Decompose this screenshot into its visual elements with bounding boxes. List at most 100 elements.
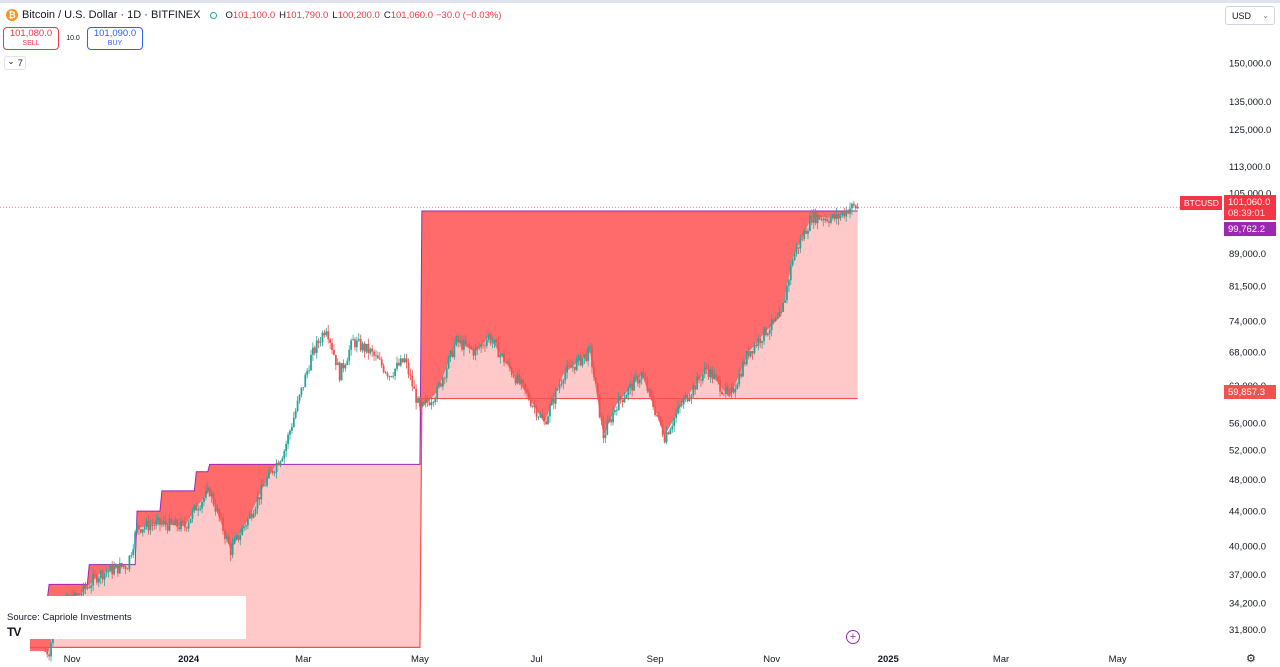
candle-body [801, 238, 804, 240]
currency-select[interactable]: USD ⌄ [1225, 6, 1275, 25]
candle-body [759, 338, 762, 344]
candle-body [547, 416, 549, 425]
candle-body [139, 529, 142, 533]
candle-body [428, 402, 431, 406]
candle-body [138, 525, 140, 530]
candle-body [99, 570, 102, 579]
candle-body [271, 470, 274, 474]
candle-body [528, 392, 530, 400]
time-axis-label: Mar [993, 654, 1009, 665]
candle-body [447, 356, 450, 369]
candle-body [453, 345, 456, 357]
candle-body [329, 339, 332, 344]
candle-body [317, 340, 320, 343]
candle-body [342, 363, 345, 369]
buy-button[interactable]: 101,090.0 BUY [87, 27, 143, 50]
candle-body [352, 339, 354, 341]
price-axis-label: 48,000.0 [1229, 475, 1266, 486]
candle-body [688, 398, 691, 402]
candle-body [308, 370, 310, 372]
candle-body [218, 508, 221, 517]
candle-body [113, 567, 116, 575]
candle-body [405, 358, 408, 363]
candle-body [696, 376, 699, 390]
candle-body [736, 384, 739, 390]
candle-body [153, 525, 156, 526]
buy-price: 101,090.0 [93, 27, 137, 39]
candle-body [155, 520, 158, 526]
candle-body [682, 398, 685, 405]
candle-body [673, 418, 676, 426]
candle-body [105, 572, 108, 574]
candle-body [463, 340, 465, 350]
candle-body [703, 367, 706, 375]
candle-body [508, 362, 511, 369]
gear-icon[interactable]: ⚙ [1246, 653, 1256, 665]
sell-button[interactable]: 101,080.0 SELL [3, 27, 59, 50]
candle-body [438, 383, 440, 387]
candle-body [830, 217, 832, 223]
price-axis-label: 113,000.0 [1229, 162, 1271, 173]
candle-body [160, 523, 163, 525]
candle-body [642, 372, 645, 378]
candle-body [537, 416, 540, 418]
add-plus-icon[interactable]: + [846, 630, 860, 644]
symbol-title[interactable]: Bitcoin / U.S. Dollar · 1D · BITFINEX [22, 9, 201, 21]
candle-body [258, 497, 261, 500]
candle-body [831, 214, 834, 218]
band-lower-line [30, 397, 858, 649]
candle-body [464, 340, 467, 345]
time-axis-label: May [1109, 654, 1127, 665]
candle-body [191, 510, 194, 519]
candle-body [657, 415, 660, 417]
time-axis-label: Nov [763, 654, 780, 665]
candle-body [388, 376, 391, 377]
candle-body [550, 398, 553, 406]
ohlc-open: 101,100.0 [232, 9, 276, 21]
candle-body [692, 385, 695, 396]
indicators-toggle-button[interactable]: ⌄ 7 [4, 56, 26, 70]
candle-body [629, 383, 632, 388]
candle-body [493, 339, 496, 343]
candle-body [338, 362, 341, 381]
candle-body [602, 420, 605, 439]
candle-body [562, 380, 565, 384]
candle-body [396, 362, 398, 369]
ohlc-values: O 101,100.0 H 101,790.0 L 100,200.0 C 101,06… [225, 10, 501, 21]
candle-body [174, 519, 177, 525]
candle-body [564, 372, 567, 381]
candle-body [671, 425, 674, 430]
candle-body [212, 493, 215, 505]
candle-body [684, 395, 687, 399]
chevron-down-icon: ⌄ [7, 55, 15, 66]
candle-body [283, 451, 286, 459]
price-axis-label: 74,000.0 [1229, 317, 1266, 328]
candle-body [147, 520, 150, 531]
candle-body [204, 490, 207, 498]
candle-body [449, 350, 452, 357]
candle-body [424, 399, 427, 403]
candle-body [178, 527, 180, 530]
candle-body [619, 396, 622, 400]
price-axis-label: 44,000.0 [1229, 507, 1266, 518]
candle-body [728, 392, 731, 393]
candle-body [592, 367, 595, 377]
candle-body [543, 417, 546, 422]
candle-body [313, 347, 316, 354]
candle-body [118, 563, 121, 574]
candle-body [778, 312, 781, 317]
candle-body [644, 377, 647, 381]
candle-body [816, 214, 819, 224]
candle-body [694, 385, 697, 390]
candle-body [74, 592, 77, 596]
candle-body [640, 372, 643, 380]
source-text: Source: Capriole Investments [7, 612, 132, 623]
indicators-count: 7 [17, 58, 23, 68]
candle-body [233, 538, 236, 544]
candle-body [441, 377, 444, 387]
price-axis-label: 37,000.0 [1229, 570, 1266, 581]
time-axis-label: May [411, 654, 429, 665]
candle-body [529, 399, 532, 407]
candle-body [577, 355, 580, 360]
